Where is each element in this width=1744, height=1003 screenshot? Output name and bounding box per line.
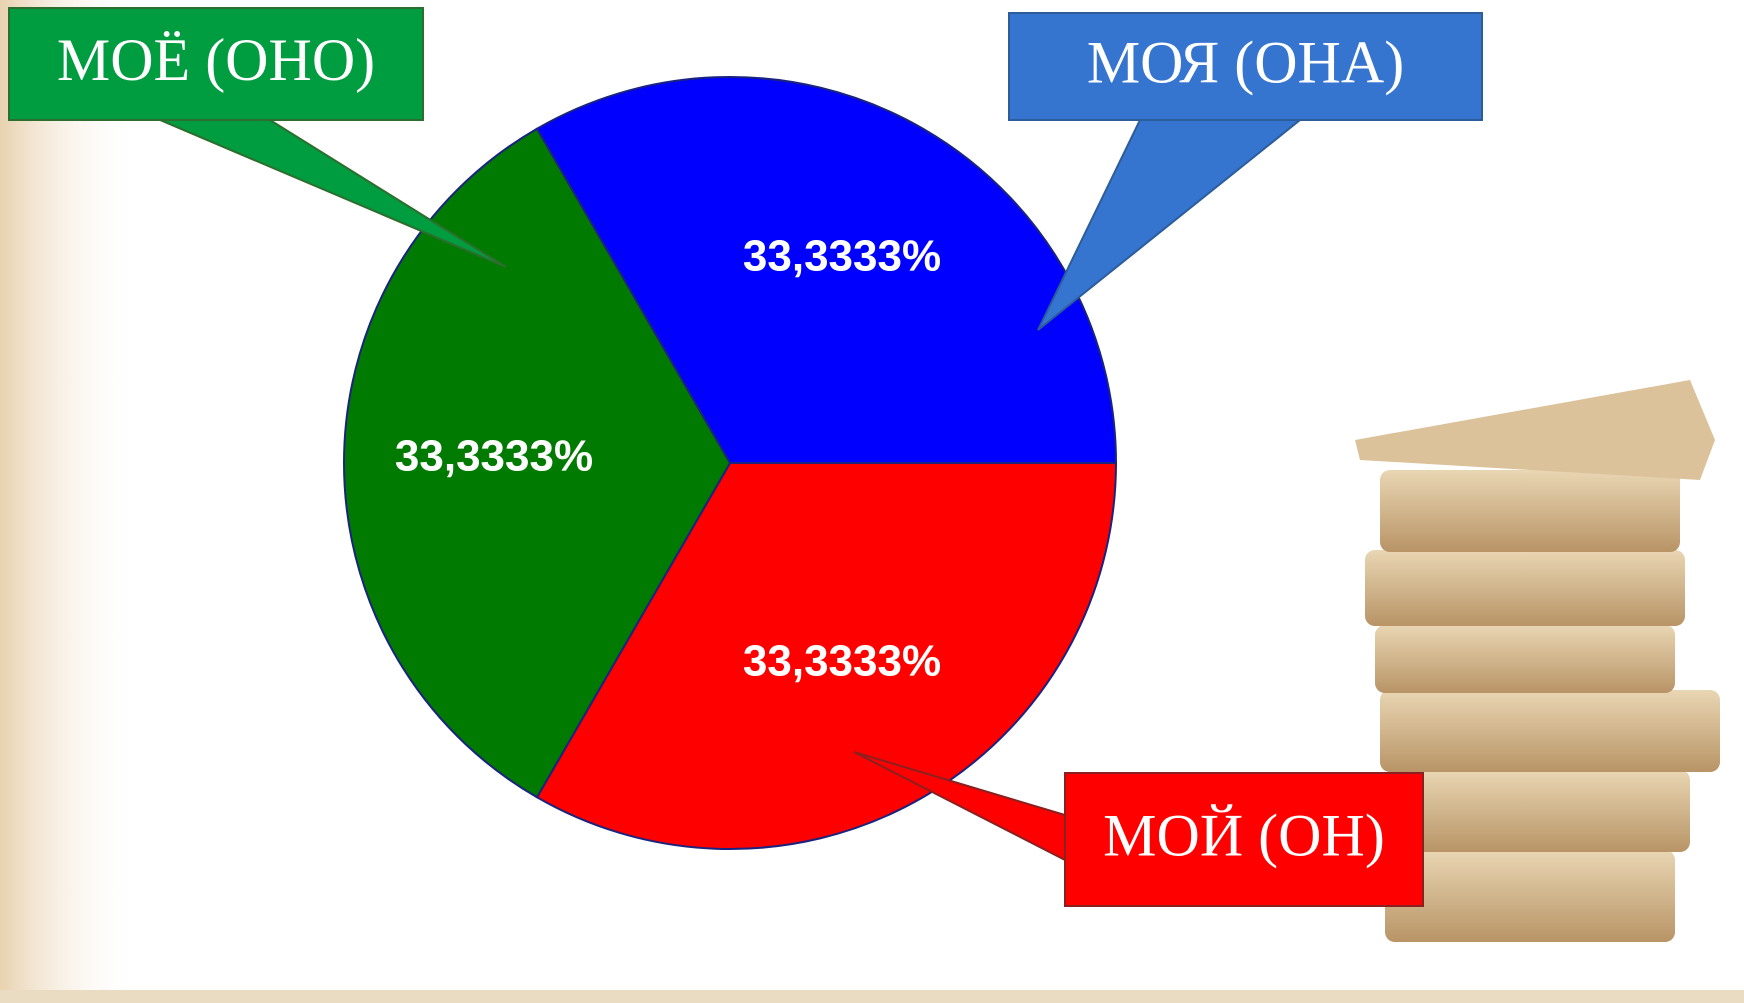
background-edge bbox=[0, 0, 140, 1003]
legend-label: МОЁ (ОНО) bbox=[57, 27, 375, 93]
value-label: 33,3333% bbox=[395, 432, 593, 481]
legend-label: МОЙ (ОН) bbox=[1103, 802, 1385, 868]
value-label: 33,3333% bbox=[743, 637, 941, 686]
callout-pointer bbox=[1038, 120, 1300, 330]
legend-label: МОЯ (ОНА) bbox=[1087, 29, 1404, 95]
bottom-edge bbox=[0, 990, 1744, 1003]
chart: 33,3333% 33,3333% 33,3333% МОЯ (ОНА) МОЙ (ОН… bbox=[0, 0, 1744, 1003]
page: 33,3333% 33,3333% 33,3333% МОЯ (ОНА) МОЙ (ОН… bbox=[0, 0, 1744, 1003]
value-label: 33,3333% bbox=[743, 232, 941, 281]
